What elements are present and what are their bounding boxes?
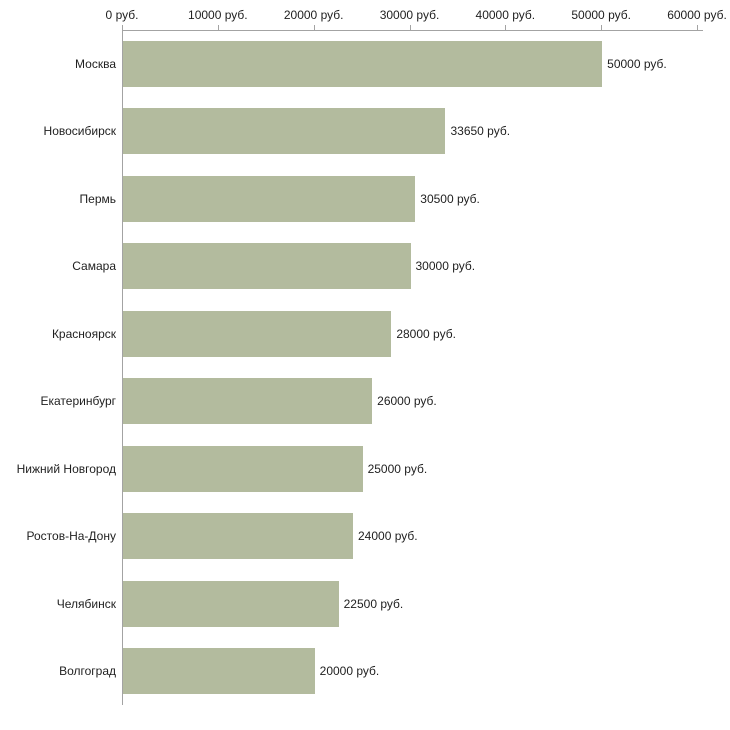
bar xyxy=(123,513,353,560)
bar xyxy=(123,310,392,357)
x-tick-label: 20000 руб. xyxy=(283,8,344,22)
x-tick-mark xyxy=(601,25,603,30)
x-tick-mark xyxy=(409,25,411,30)
category-label: Екатеринбург xyxy=(40,394,117,409)
category-label: Ростов-На-Дону xyxy=(26,529,116,544)
bar xyxy=(123,175,416,222)
bar xyxy=(123,648,315,695)
bar xyxy=(123,40,603,87)
value-label: 30500 руб. xyxy=(420,191,480,206)
value-label: 33650 руб. xyxy=(450,124,511,139)
category-label: Нижний Новгород xyxy=(16,461,116,476)
category-label: Челябинск xyxy=(56,596,116,611)
x-tick-label: 30000 руб. xyxy=(379,8,440,22)
category-label: Москва xyxy=(75,56,116,71)
category-label: Пермь xyxy=(79,191,116,206)
x-tick-label: 0 руб. xyxy=(105,8,139,22)
x-tick-label: 50000 руб. xyxy=(571,8,631,22)
category-label: Новосибирск xyxy=(43,124,116,139)
x-tick-label: 60000 руб. xyxy=(667,8,727,22)
bar xyxy=(123,108,446,155)
x-tick-mark xyxy=(217,25,219,30)
value-label: 24000 руб. xyxy=(358,529,418,544)
bar xyxy=(123,243,411,290)
bar xyxy=(123,445,363,492)
x-tick-mark xyxy=(505,25,507,30)
category-label: Самара xyxy=(72,259,116,274)
x-tick-mark xyxy=(122,25,123,30)
x-axis xyxy=(122,30,703,31)
value-label: 25000 руб. xyxy=(367,461,428,476)
value-label: 22500 руб. xyxy=(343,596,404,611)
value-label: 30000 руб. xyxy=(415,259,476,274)
bar xyxy=(123,580,339,627)
x-tick-label: 10000 руб. xyxy=(188,8,248,22)
value-label: 20000 руб. xyxy=(319,664,380,679)
bar xyxy=(123,378,373,425)
x-tick-label: 40000 руб. xyxy=(475,8,536,22)
value-label: 26000 руб. xyxy=(377,394,437,409)
category-label: Красноярск xyxy=(51,326,116,341)
category-label: Волгоград xyxy=(59,664,116,679)
value-label: 50000 руб. xyxy=(607,56,667,71)
x-tick-mark xyxy=(313,25,315,30)
x-tick-mark xyxy=(697,25,698,30)
value-label: 28000 руб. xyxy=(396,326,456,341)
y-axis xyxy=(122,30,123,705)
